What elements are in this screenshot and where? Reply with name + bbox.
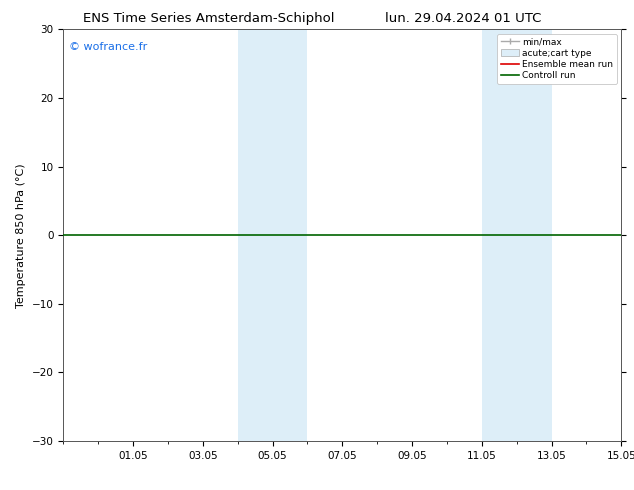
Bar xyxy=(482,29,552,441)
Text: lun. 29.04.2024 01 UTC: lun. 29.04.2024 01 UTC xyxy=(385,12,541,25)
Bar xyxy=(238,29,307,441)
Legend: min/max, acute;cart type, Ensemble mean run, Controll run: min/max, acute;cart type, Ensemble mean … xyxy=(497,34,617,84)
Text: ENS Time Series Amsterdam-Schiphol: ENS Time Series Amsterdam-Schiphol xyxy=(84,12,335,25)
Y-axis label: Temperature 850 hPa (°C): Temperature 850 hPa (°C) xyxy=(16,163,26,308)
Text: © wofrance.fr: © wofrance.fr xyxy=(69,42,147,52)
